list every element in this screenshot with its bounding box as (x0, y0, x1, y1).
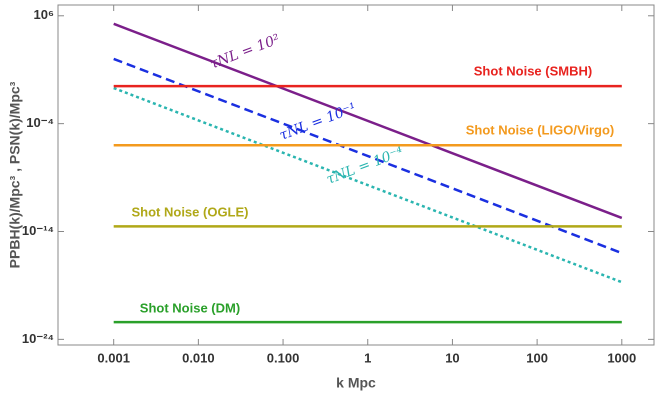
x-tick-label: 1000 (607, 350, 636, 365)
series-line (113, 22, 623, 220)
y-axis-label: PPBH(k)/Mpc³ , PSN(k)/Mpc³ (7, 81, 23, 268)
series-label: Shot Noise (SMBH) (474, 63, 592, 78)
x-tick-label: 10 (445, 350, 459, 365)
series-label: Shot Noise (DM) (140, 300, 240, 315)
plot-frame (57, 4, 655, 346)
series-label: τNL = 10² (208, 31, 283, 72)
y-tick-label: 10⁻⁴ (26, 115, 54, 130)
x-tick-label: 0.010 (182, 350, 215, 365)
series-line (113, 57, 623, 255)
x-tick-label: 0.100 (267, 350, 300, 365)
y-tick-label: 10⁻¹⁴ (22, 223, 54, 238)
x-axis-label: k Mpc (336, 375, 376, 391)
series-line (113, 86, 623, 284)
y-tick-label: 10⁶ (34, 7, 54, 22)
y-tick-label: 10⁻²⁴ (22, 331, 54, 346)
series-label: Shot Noise (OGLE) (132, 204, 249, 219)
x-tick-label: 1 (364, 350, 371, 365)
x-tick-label: 0.001 (97, 350, 130, 365)
x-tick-label: 100 (526, 350, 548, 365)
series-label: Shot Noise (LIGO/Virgo) (466, 122, 615, 137)
